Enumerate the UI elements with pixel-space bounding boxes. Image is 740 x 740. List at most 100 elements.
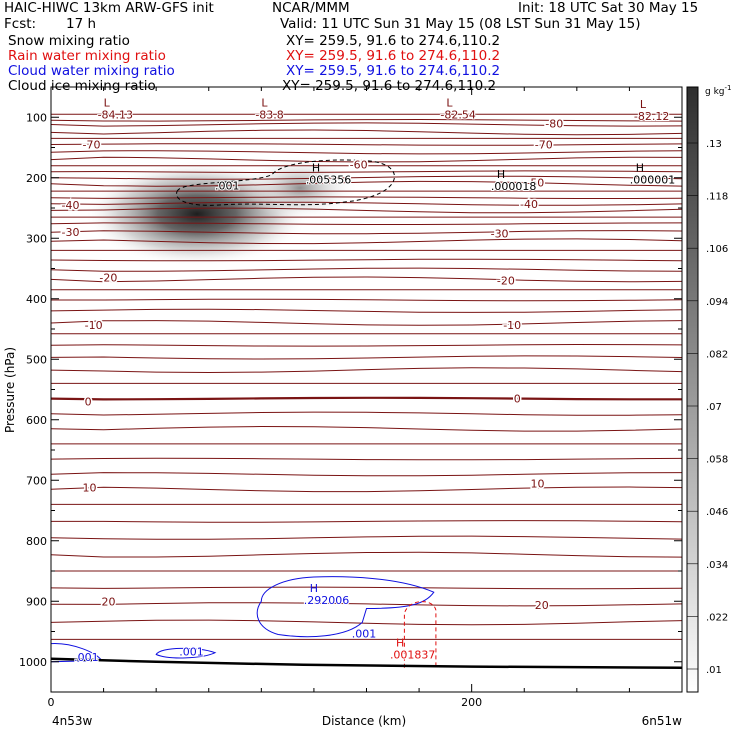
extremum-value: .001837	[390, 649, 436, 662]
colorbar-level-label: .01	[706, 665, 722, 676]
field-rain-xy: XY= 259.5, 91.6 to 274.6,110.2	[286, 48, 501, 64]
field-contour-label: .001	[74, 651, 99, 664]
isotherm-line	[51, 602, 682, 607]
y-tick-label: 100	[26, 111, 47, 124]
isotherm-line	[51, 238, 682, 245]
isotherm-line	[51, 143, 682, 146]
isotherm-line	[51, 457, 682, 461]
y-tick-label: 200	[26, 172, 47, 185]
y-tick-label: 1000	[19, 656, 47, 669]
isotherm-line	[51, 150, 682, 155]
colorbar-level-label: .106	[706, 244, 728, 255]
isotherm-line	[51, 129, 682, 136]
x-axis-label: Distance (km)	[322, 714, 406, 728]
header-fcst-label: Fcst:	[4, 16, 37, 32]
temperature-label: -50	[526, 177, 544, 190]
field-snow-xy: XY= 259.5, 91.6 to 274.6,110.2	[286, 33, 501, 49]
extremum-value: -82.12	[634, 110, 669, 123]
isotherm-line	[51, 396, 682, 401]
colorbar-level-label: .094	[706, 297, 728, 308]
temperature-label: -20	[497, 275, 515, 288]
extremum-value: .000001	[630, 174, 676, 187]
y-tick-label: 600	[26, 414, 47, 427]
extremum-mark: L	[104, 96, 111, 109]
extremum-mark: L	[640, 98, 647, 111]
colorbar-level-label: .058	[706, 455, 728, 466]
isotherm-line	[51, 201, 682, 206]
colorbar-level-label: .034	[706, 560, 728, 571]
y-tick-label: 800	[26, 535, 47, 548]
x-tick-label: 0	[48, 696, 55, 709]
isotherm-line	[51, 535, 682, 540]
colorbar-unit: g kg-1	[705, 84, 731, 97]
isotherm-line	[51, 230, 682, 235]
extremum-value: .292006	[304, 594, 350, 607]
colorbar-level-label: .082	[706, 349, 728, 360]
isotherm-line	[51, 308, 682, 313]
terrain-line	[50, 657, 683, 670]
temperature-contours	[51, 113, 682, 640]
extremum-mark: H	[497, 168, 505, 181]
temperature-label: 20	[101, 595, 115, 608]
field-contour-label: .001	[215, 180, 240, 193]
isotherm-line	[51, 170, 682, 174]
colorbar-level-label: .07	[706, 402, 722, 413]
isotherm-line	[51, 122, 682, 127]
colorbar-level-label: .13	[706, 139, 722, 150]
header-fcst-value: 17 h	[66, 16, 97, 32]
header-init: Init: 18 UTC Sat 30 May 15	[518, 0, 699, 16]
header-valid: Valid: 11 UTC Sun 31 May 15 (08 LST Sun …	[280, 16, 641, 32]
isotherm-line	[51, 196, 682, 199]
extremum-mark: H	[396, 637, 404, 650]
contour-labels: -70 -70 -80 -60 -40 -40 -50 -30 -30 -20 -20 -10 -10 0…	[60, 96, 676, 665]
isotherm-line	[51, 619, 682, 626]
extremum-value: .000018	[491, 180, 537, 193]
isotherm-line	[51, 472, 682, 477]
isotherm-line	[51, 425, 682, 432]
isotherm-line	[51, 180, 682, 187]
colorbar-level-label: .118	[706, 192, 728, 203]
isotherm-line	[51, 586, 682, 590]
field-cloudwater-name: Cloud water mixing ratio	[8, 63, 175, 79]
temperature-label: 10	[531, 477, 545, 490]
extremum-value: -83.8	[255, 108, 283, 121]
field-cloudwater-xy: XY= 259.5, 91.6 to 274.6,110.2	[286, 63, 501, 79]
field-cloudice-name: Cloud ice mixing ratio	[8, 78, 156, 94]
colorbar: .13 .118 .106 .094 .082 .07 .058 .046 .034 .022 .0…	[686, 84, 731, 693]
header-model: HAIC-HIWC 13km ARW-GFS init	[4, 0, 214, 16]
cloud-ice-contour	[176, 159, 395, 206]
temperature-label: -30	[491, 227, 509, 240]
temperature-label: -20	[99, 272, 117, 285]
terrain-surface	[50, 657, 683, 670]
isotherm-line	[51, 486, 682, 493]
isotherm-line	[51, 276, 682, 283]
temperature-label: -40	[62, 199, 80, 212]
extremum-value: -82.54	[440, 108, 475, 121]
isotherm-line	[51, 520, 682, 523]
extremum-value: -84.13	[98, 108, 133, 121]
isotherm-line	[51, 258, 682, 262]
y-tick-label: 400	[26, 293, 47, 306]
isotherm-line	[51, 175, 682, 180]
temperature-label: -30	[62, 226, 80, 239]
field-rain-name: Rain water mixing ratio	[8, 48, 166, 64]
temperature-label: 20	[535, 599, 549, 612]
temperature-label: -40	[520, 198, 538, 211]
colorbar-level-label: .022	[706, 612, 728, 623]
temperature-label: -10	[85, 319, 103, 332]
temperature-label: -70	[535, 138, 553, 151]
isotherm-line	[51, 411, 682, 416]
isotherm-line	[51, 267, 682, 272]
y-tick-label: 500	[26, 353, 47, 366]
isotherm-line	[51, 355, 682, 360]
isotherm-line	[51, 320, 682, 326]
field-cloudice-xy: XY= 259.5, 91.6 to 274.6,110.2	[282, 78, 497, 94]
extremum-mark: H	[312, 162, 320, 175]
temperature-label: -60	[350, 158, 368, 171]
field-contour-label: .001	[352, 627, 377, 640]
y-tick-label: 700	[26, 474, 47, 487]
extremum-mark: L	[261, 96, 268, 109]
temperature-label: -70	[83, 138, 101, 151]
